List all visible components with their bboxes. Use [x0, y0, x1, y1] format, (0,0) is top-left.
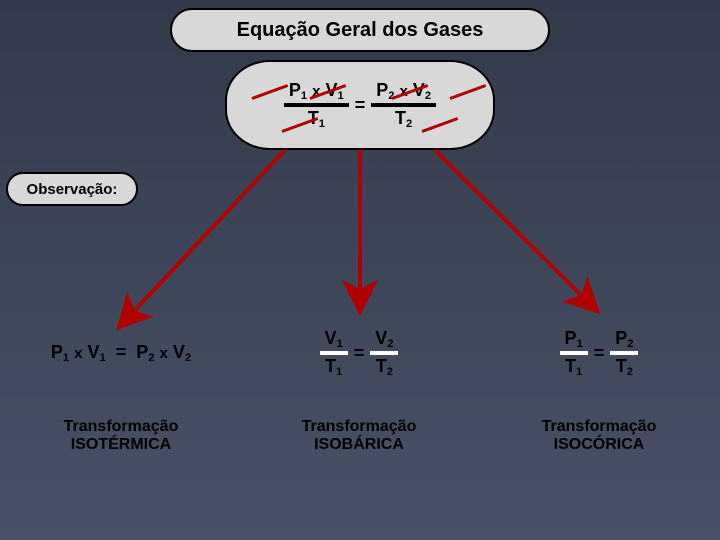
- equals-sign: =: [594, 343, 605, 364]
- main-eq-right-num: P2 x V2: [371, 79, 436, 103]
- observation-text: Observação:: [27, 181, 118, 198]
- arrow: [120, 150, 285, 326]
- leaf-center-right-num: V2: [370, 327, 398, 351]
- arrow: [435, 150, 596, 310]
- observation-box: Observação:: [6, 172, 138, 206]
- leaf-label-isothermal: TransformaçãoISOTÉRMICA: [36, 418, 206, 455]
- leaf-right-left-num: P1: [560, 327, 588, 351]
- leaf-equation-isothermal: P1 x V1 = P2 x V2: [16, 332, 226, 374]
- title-text: Equação Geral dos Gases: [237, 19, 484, 42]
- leaf-eq-left-expr: P1 x V1 = P2 x V2: [51, 342, 191, 364]
- equals-sign: =: [355, 95, 366, 116]
- leaf-center-right-den: T2: [371, 355, 398, 379]
- equals-sign: =: [354, 343, 365, 364]
- leaf-center-left-frac: V1 T1: [320, 327, 348, 379]
- leaf-equation-isobaric: V1 T1 = V2 T2: [280, 316, 438, 390]
- leaf-right-right-frac: P2 T2: [610, 327, 638, 379]
- stage: Equação Geral dos Gases P1 x V1 T1 = P2 …: [0, 0, 720, 540]
- leaf-center-left-den: T1: [320, 355, 347, 379]
- main-eq-right-den: T2: [390, 107, 417, 131]
- leaf-eq-center: V1 T1 = V2 T2: [320, 327, 399, 379]
- main-equation-box: P1 x V1 T1 = P2 x V2 T2: [225, 60, 495, 150]
- leaf-eq-right: P1 T1 = P2 T2: [560, 327, 639, 379]
- leaf-center-right-frac: V2 T2: [370, 327, 398, 379]
- leaf-right-left-den: T1: [560, 355, 587, 379]
- title-box: Equação Geral dos Gases: [170, 8, 550, 52]
- leaf-right-right-num: P2: [610, 327, 638, 351]
- leaf-equation-isochoric: P1 T1 = P2 T2: [520, 316, 678, 390]
- leaf-right-right-den: T2: [611, 355, 638, 379]
- leaf-label-isochoric: TransformaçãoISOCÓRICA: [514, 418, 684, 455]
- leaf-right-left-frac: P1 T1: [560, 327, 588, 379]
- main-eq-left-num: P1 x V1: [284, 79, 349, 103]
- leaf-label-isobaric: TransformaçãoISOBÁRICA: [274, 418, 444, 455]
- leaf-center-left-num: V1: [320, 327, 348, 351]
